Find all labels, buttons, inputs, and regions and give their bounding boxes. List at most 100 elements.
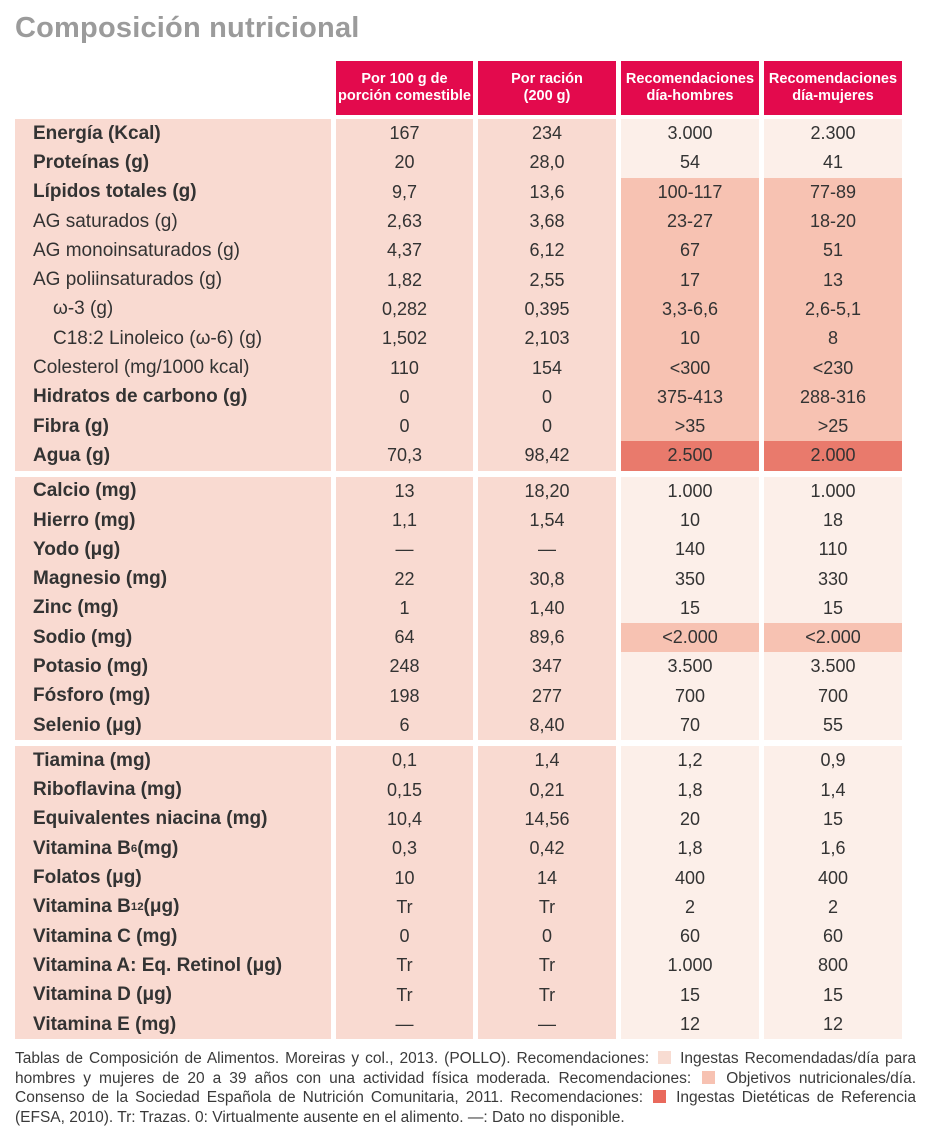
cell-per-racion: 98,42	[478, 441, 616, 471]
cell-recomendacion-mujeres: <2.000	[764, 623, 902, 653]
row-label: Yodo (μg)	[15, 535, 331, 565]
cell-recomendacion-mujeres: 15	[764, 593, 902, 624]
table-section-minerales: Calcio (mg) 13 18,20 1.000 1.000 Hierro (mg) 1…	[15, 476, 902, 741]
footnote: Tablas de Composición de Alimentos. More…	[15, 1050, 916, 1126]
cell-recomendacion-mujeres: 15	[764, 804, 902, 835]
table-row: Vitamina C (mg) 0 0 60 60	[15, 922, 902, 952]
row-label: AG saturados (g)	[15, 206, 331, 237]
table-row: Riboflavina (mg) 0,15 0,21 1,8 1,4	[15, 775, 902, 805]
table-row: Folatos (μg) 10 14 400 400	[15, 863, 902, 893]
cell-per-100g: 198	[336, 681, 473, 711]
cell-recomendacion-mujeres: 1,6	[764, 834, 902, 864]
cell-recomendacion-mujeres: 2.000	[764, 441, 902, 471]
cell-per-100g: 0,15	[336, 775, 473, 805]
table-row: AG poliinsaturados (g) 1,82 2,55 17 13	[15, 265, 902, 295]
row-label: Magnesio (mg)	[15, 564, 331, 594]
cell-per-racion: 18,20	[478, 476, 616, 506]
row-label: Sodio (mg)	[15, 623, 331, 653]
cell-per-100g: 10	[336, 863, 473, 893]
table-row: Hierro (mg) 1,1 1,54 10 18	[15, 505, 902, 536]
table-row: Proteínas (g) 20 28,0 54 41	[15, 148, 902, 178]
table-row: Fibra (g) 0 0 >35 >25	[15, 411, 902, 442]
cell-per-racion: 277	[478, 681, 616, 711]
cell-recomendacion-hombres: 3,3-6,6	[621, 294, 759, 325]
cell-per-100g: Tr	[336, 892, 473, 923]
row-label: ω-3 (g)	[15, 294, 331, 325]
cell-recomendacion-hombres: <300	[621, 353, 759, 383]
table-row: Potasio (mg) 248 347 3.500 3.500	[15, 652, 902, 682]
cell-per-racion: 89,6	[478, 623, 616, 653]
cell-recomendacion-hombres: 54	[621, 148, 759, 178]
cell-recomendacion-mujeres: 15	[764, 980, 902, 1010]
cell-per-100g: 6	[336, 710, 473, 741]
cell-recomendacion-hombres: 60	[621, 922, 759, 952]
table-header-row: Por 100 g de porción comestible Por raci…	[15, 61, 902, 115]
cell-recomendacion-hombres: 1,8	[621, 834, 759, 864]
cell-per-100g: —	[336, 1009, 473, 1040]
cell-per-racion: 0	[478, 922, 616, 952]
cell-per-racion: 3,68	[478, 206, 616, 237]
row-label: Lípidos totales (g)	[15, 177, 331, 207]
header-line: día-mujeres	[792, 88, 874, 104]
header-line: día-hombres	[646, 88, 734, 104]
cell-per-racion: 0,21	[478, 775, 616, 805]
cell-per-racion: —	[478, 535, 616, 565]
cell-recomendacion-mujeres: 1,4	[764, 775, 902, 805]
cell-recomendacion-hombres: 20	[621, 804, 759, 835]
cell-recomendacion-mujeres: 330	[764, 564, 902, 594]
header-line: Recomendaciones	[768, 71, 898, 87]
cell-per-100g: 0	[336, 922, 473, 952]
cell-recomendacion-mujeres: 288-316	[764, 382, 902, 412]
cell-per-100g: 0,282	[336, 294, 473, 325]
cell-recomendacion-mujeres: 110	[764, 535, 902, 565]
legend-swatch-light	[658, 1051, 672, 1065]
cell-per-100g: 64	[336, 623, 473, 653]
cell-per-100g: 248	[336, 652, 473, 682]
header-line: Por ración	[511, 71, 583, 87]
row-label: AG poliinsaturados (g)	[15, 265, 331, 295]
cell-recomendacion-mujeres: 41	[764, 148, 902, 178]
header-recomendaciones-mujeres: Recomendaciones día-mujeres	[764, 61, 902, 115]
table-row: Tiamina (mg) 0,1 1,4 1,2 0,9	[15, 746, 902, 776]
row-label: Selenio (μg)	[15, 710, 331, 741]
cell-recomendacion-mujeres: 1.000	[764, 476, 902, 506]
cell-recomendacion-mujeres: 13	[764, 265, 902, 295]
table-section-vitaminas: Tiamina (mg) 0,1 1,4 1,2 0,9 Riboflavina (mg)…	[15, 746, 902, 1040]
cell-per-racion: 0,42	[478, 834, 616, 864]
nutrition-table: Por 100 g de porción comestible Por raci…	[15, 61, 902, 1040]
table-section-macronutrientes: Energía (Kcal) 167 234 3.000 2.300 Proteínas …	[15, 119, 902, 471]
table-row: Energía (Kcal) 167 234 3.000 2.300	[15, 119, 902, 149]
row-label: Energía (Kcal)	[15, 119, 331, 149]
header-spacer-cell	[15, 61, 331, 115]
cell-recomendacion-hombres: 100-117	[621, 177, 759, 207]
cell-per-100g: 167	[336, 119, 473, 149]
cell-per-100g: 10,4	[336, 804, 473, 835]
cell-per-racion: Tr	[478, 892, 616, 923]
table-row: Yodo (μg) — —140 110	[15, 535, 902, 565]
table-row: Fósforo (mg) 198 277 700 700	[15, 681, 902, 711]
cell-per-100g: 22	[336, 564, 473, 594]
cell-per-racion: 2,55	[478, 265, 616, 295]
cell-per-racion: 1,4	[478, 746, 616, 776]
cell-per-100g: 13	[336, 476, 473, 506]
cell-per-100g: 0	[336, 382, 473, 412]
row-label: Hierro (mg)	[15, 505, 331, 536]
cell-per-100g: 1	[336, 593, 473, 624]
cell-per-racion: 14,56	[478, 804, 616, 835]
cell-recomendacion-mujeres: 0,9	[764, 746, 902, 776]
cell-recomendacion-hombres: 1.000	[621, 476, 759, 506]
table-row: ω-3 (g) 0,282 0,395 3,3-6,6 2,6-5,1	[15, 294, 902, 325]
page-title: Composición nutricional	[15, 12, 360, 44]
cell-recomendacion-hombres: 700	[621, 681, 759, 711]
cell-recomendacion-hombres: 3.500	[621, 652, 759, 682]
cell-recomendacion-mujeres: 8	[764, 324, 902, 354]
row-label: Zinc (mg)	[15, 593, 331, 624]
row-label: Hidratos de carbono (g)	[15, 382, 331, 412]
legend-swatch-dark	[653, 1090, 667, 1104]
cell-recomendacion-hombres: 67	[621, 236, 759, 266]
cell-recomendacion-hombres: 15	[621, 980, 759, 1010]
table-row: Zinc (mg) 1 1,40 15 15	[15, 593, 902, 624]
cell-per-100g: 0	[336, 411, 473, 442]
row-label: Colesterol (mg/1000 kcal)	[15, 353, 331, 383]
